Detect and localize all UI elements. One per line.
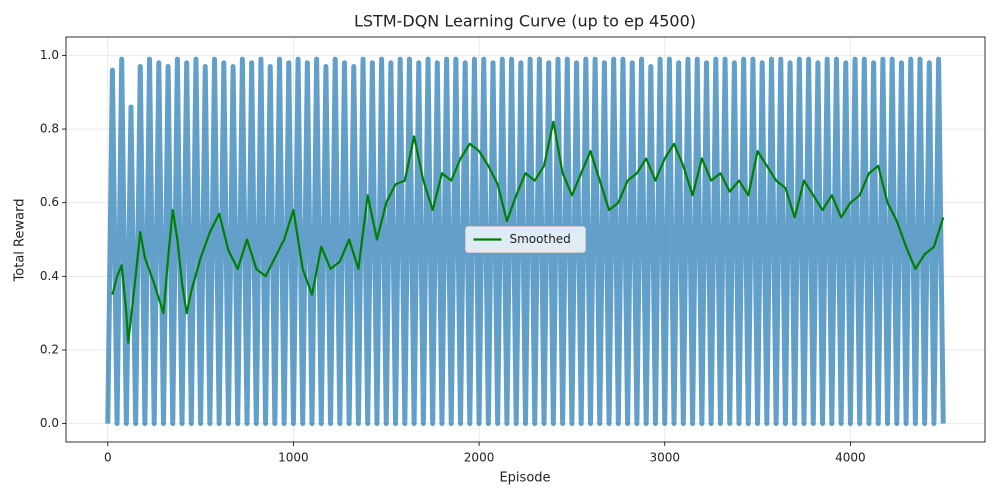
x-tick-label: 2000	[464, 451, 495, 465]
x-tick-label: 0	[104, 451, 112, 465]
y-axis-label: Total Reward	[13, 199, 28, 283]
raw-reward-line	[105, 56, 946, 427]
chart-title: LSTM-DQN Learning Curve (up to ep 4500)	[354, 12, 696, 31]
legend-label: Smoothed	[510, 232, 571, 246]
y-tick-label: 1.0	[40, 48, 59, 62]
y-tick-label: 0.8	[40, 122, 59, 136]
x-tick-label: 3000	[649, 451, 680, 465]
plot-frame	[65, 36, 986, 443]
y-tick-label: 0.0	[40, 416, 59, 430]
x-axis-label: Episode	[499, 471, 550, 486]
smoothed-line	[111, 120, 945, 344]
y-tick-label: 0.4	[40, 269, 59, 283]
y-tick-label: 0.2	[40, 342, 59, 356]
legend: Smoothed	[465, 226, 586, 253]
y-tick-label: 0.6	[40, 195, 59, 209]
legend-box	[465, 226, 586, 253]
x-tick-label: 4000	[835, 451, 866, 465]
x-tick-label: 1000	[278, 451, 309, 465]
